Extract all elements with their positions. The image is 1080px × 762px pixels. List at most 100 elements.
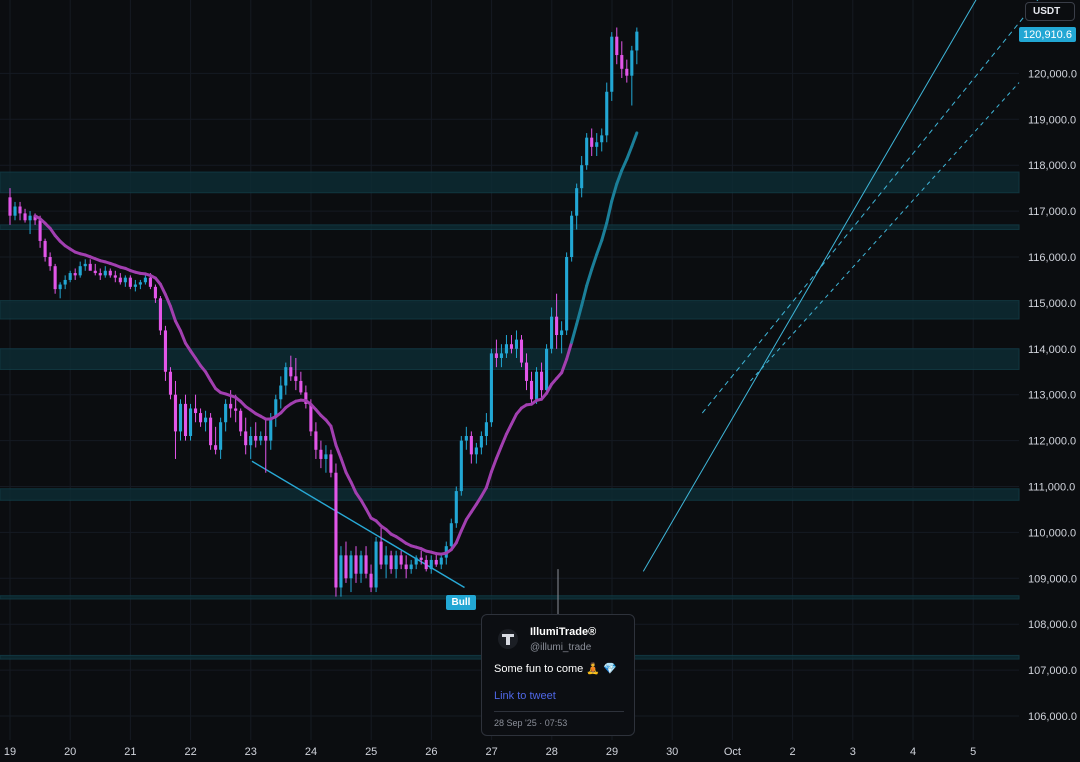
- ema-segment: [585, 267, 594, 288]
- tweet-card[interactable]: IllumiTrade® @illumi_trade Some fun to c…: [481, 614, 635, 736]
- candle-body: [489, 353, 493, 423]
- candle-body: [369, 573, 373, 588]
- ema-segment: [178, 329, 188, 345]
- candle-body: [239, 410, 243, 432]
- candle-body: [479, 436, 483, 448]
- candle-body: [570, 215, 574, 257]
- ema-segment: [334, 443, 343, 460]
- bullish-trend-line: [642, 0, 977, 572]
- bear-candle: [389, 550, 393, 574]
- bull-candle: [138, 279, 142, 290]
- candle-body: [514, 339, 519, 349]
- time-tick-label: 23: [245, 746, 257, 758]
- bull-candle: [585, 133, 589, 170]
- bear-candle: [524, 353, 529, 391]
- bear-candle: [364, 546, 368, 579]
- tweet-link[interactable]: Link to tweet: [494, 690, 556, 702]
- bull-candle: [610, 32, 614, 101]
- bull-candle: [178, 399, 183, 441]
- ema-segment: [615, 168, 624, 186]
- ema-segment: [499, 432, 508, 448]
- bull-candle: [484, 413, 488, 446]
- ema-segment: [173, 319, 182, 333]
- bear-candle: [173, 380, 178, 459]
- candle-body: [494, 353, 498, 358]
- candle-body: [13, 206, 17, 216]
- bear-candle: [299, 371, 303, 395]
- candle-body: [204, 417, 208, 423]
- candle-body: [394, 555, 398, 570]
- zone-band: [0, 224, 1020, 230]
- bull-candle: [63, 275, 67, 290]
- ema-segment: [625, 144, 634, 161]
- time-tick-label: 21: [124, 746, 136, 758]
- time-tick-label: 5: [970, 746, 976, 758]
- candle-body: [193, 408, 198, 414]
- candle-body: [484, 422, 488, 437]
- bull-candle: [600, 128, 604, 152]
- candle-body: [620, 55, 624, 69]
- candle-body: [58, 284, 62, 290]
- candle-body: [43, 240, 47, 257]
- candle-body: [529, 380, 534, 400]
- ema-segment: [484, 470, 493, 490]
- trend-lines: [251, 0, 1039, 589]
- bear-candle: [153, 284, 157, 303]
- candle-body: [28, 215, 32, 221]
- bull-candle: [249, 426, 253, 459]
- price-tick-label: 117,000.0: [1028, 206, 1076, 218]
- bear-candle: [399, 550, 403, 570]
- candle-body: [254, 436, 258, 441]
- candle-body: [299, 380, 303, 393]
- ema-segment: [600, 221, 609, 242]
- candle-body: [173, 394, 178, 432]
- currency-label: USDT: [1033, 6, 1061, 17]
- bull-candle: [630, 45, 634, 106]
- candle-body: [33, 215, 37, 221]
- time-tick-label: 26: [425, 746, 437, 758]
- candle-body: [615, 36, 619, 56]
- bull-candle: [349, 550, 353, 593]
- bear-candle: [48, 252, 52, 271]
- candle-body: [404, 564, 408, 570]
- candle-body: [163, 330, 168, 372]
- candle-body: [219, 422, 223, 450]
- bear-candle: [529, 371, 534, 404]
- price-tick-label: 120,000.0: [1028, 68, 1077, 80]
- candle-body: [565, 257, 569, 331]
- candle-body: [635, 31, 639, 51]
- candle-body: [108, 270, 112, 276]
- candle-body: [68, 273, 72, 280]
- currency-selector[interactable]: USDT: [1025, 2, 1075, 21]
- candle-body: [625, 68, 629, 76]
- bull-candle: [274, 394, 278, 427]
- bull-candle: [204, 410, 208, 432]
- candle-body: [364, 555, 368, 574]
- candle-body: [209, 417, 213, 446]
- candle-body: [464, 436, 468, 441]
- bear-candle: [239, 408, 243, 437]
- bear-candle: [183, 394, 188, 441]
- ema-segment: [344, 470, 353, 484]
- bear-candle: [314, 422, 318, 459]
- candle-body: [469, 436, 473, 455]
- support-resistance-zones: [0, 171, 1020, 660]
- candle-body: [585, 137, 589, 166]
- candle-body: [304, 392, 308, 404]
- bull-candle: [575, 183, 579, 230]
- bull-candle: [324, 445, 328, 473]
- candle-body: [504, 344, 509, 354]
- bearish-trend-line: [251, 460, 465, 589]
- candle-body: [279, 385, 283, 400]
- bear-candle: [590, 128, 594, 157]
- candle-body: [93, 270, 97, 274]
- candle-body: [550, 316, 554, 349]
- candle-body: [138, 282, 142, 285]
- bull-candle: [635, 27, 639, 65]
- price-tick-label: 110,000.0: [1028, 527, 1076, 539]
- bull-candle: [534, 367, 539, 404]
- bear-candle: [8, 188, 12, 225]
- bear-candle: [108, 268, 112, 278]
- bull-candle: [454, 486, 458, 528]
